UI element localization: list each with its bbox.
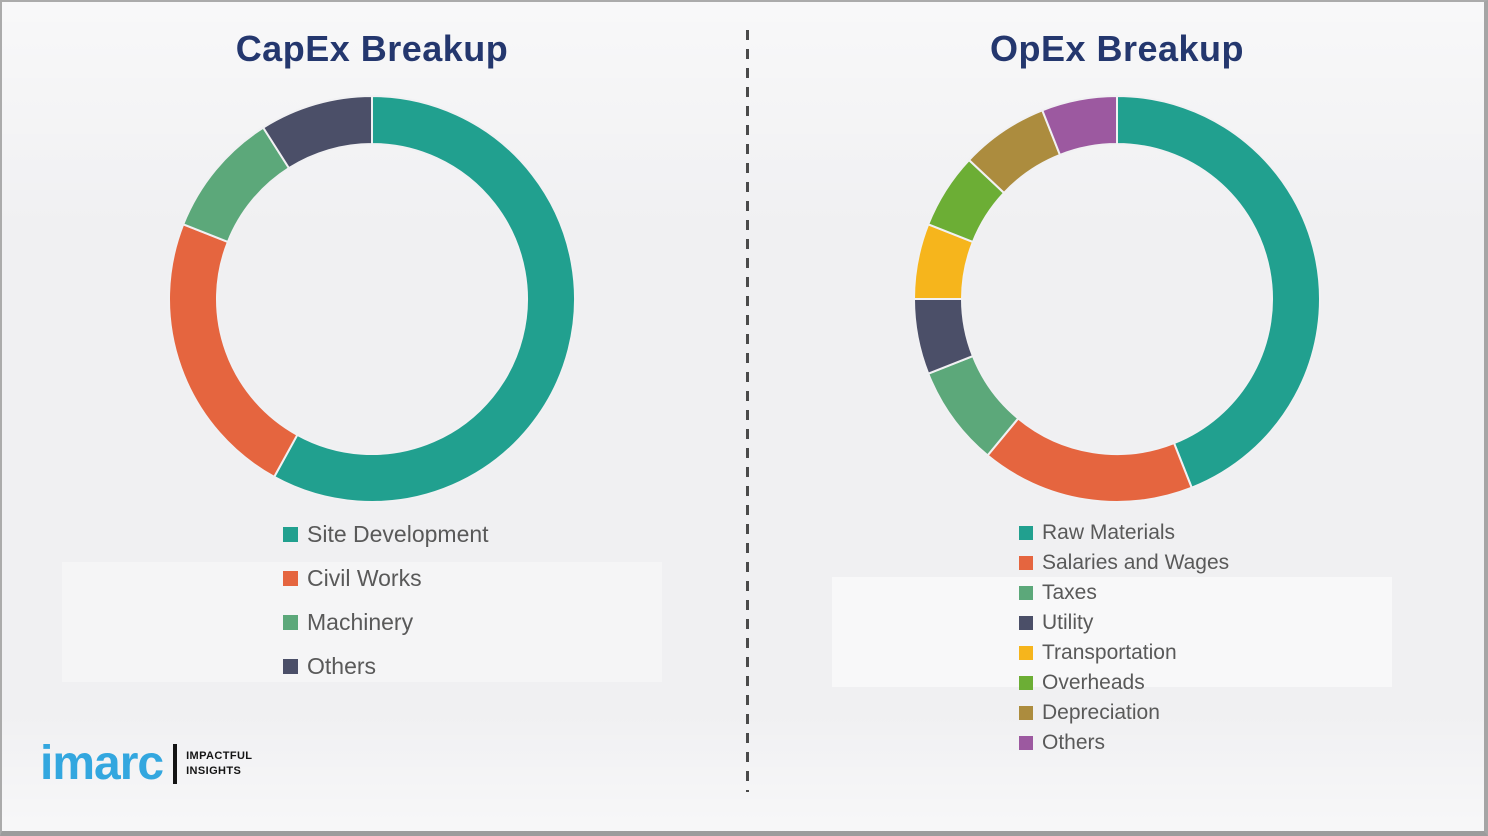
legend-label: Others	[307, 652, 377, 679]
legend-item-taxes: Taxes	[1019, 578, 1229, 608]
legend-item-salaries-and-wages: Salaries and Wages	[1019, 548, 1229, 578]
logo-tagline-line1: IMPACTFUL	[186, 750, 253, 763]
legend-swatch	[1019, 556, 1033, 570]
logo-tagline-line2: INSIGHTS	[186, 765, 242, 777]
legend-label: Transportation	[1042, 641, 1177, 664]
donut-segment-others	[1040, 94, 1118, 157]
capex-legend: Site Development Civil Works Machinery Othe…	[283, 512, 489, 688]
donut-segment-others	[261, 94, 373, 170]
legend-label: Machinery	[307, 608, 414, 635]
legend-item-others: Others	[1019, 728, 1229, 758]
legend-swatch	[1019, 736, 1033, 750]
legend-swatch	[1019, 526, 1033, 540]
legend-label: Site Development	[307, 520, 489, 547]
section-divider-dashed-line	[746, 30, 749, 792]
legend-label: Salaries and Wages	[1042, 551, 1230, 574]
donut-segment-salaries-and-wages	[986, 417, 1194, 503]
legend-swatch	[1019, 676, 1033, 690]
legend-swatch	[283, 570, 298, 586]
opex-title: OpEx Breakup	[989, 28, 1245, 69]
imarc-logo: imarc IMPACTFUL INSIGHTS	[40, 740, 252, 788]
legend-item-overheads: Overheads	[1019, 668, 1229, 698]
donut-segment-site-development	[272, 94, 576, 503]
legend-label: Depreciation	[1042, 701, 1160, 724]
legend-label: Overheads	[1042, 671, 1145, 694]
legend-item-utility: Utility	[1019, 608, 1229, 638]
legend-label: Others	[1042, 731, 1106, 754]
legend-swatch	[1019, 586, 1033, 600]
legend-item-others: Others	[283, 644, 489, 688]
legend-item-raw-materials: Raw Materials	[1019, 518, 1229, 548]
legend-item-transportation: Transportation	[1019, 638, 1229, 668]
legend-item-machinery: Machinery	[283, 600, 489, 644]
donut-segment-raw-materials	[1116, 94, 1321, 490]
legend-label: Civil Works	[307, 564, 422, 591]
legend-swatch	[1019, 646, 1033, 660]
capex-donut-chart	[165, 92, 579, 506]
logo-divider-bar	[173, 744, 178, 784]
opex-donut-chart	[910, 92, 1324, 506]
legend-swatch	[283, 526, 298, 542]
legend-label: Raw Materials	[1042, 521, 1176, 544]
legend-item-depreciation: Depreciation	[1019, 698, 1229, 728]
opex-legend: Raw Materials Salaries and Wages Taxes Util…	[1019, 518, 1229, 758]
legend-label: Taxes	[1042, 581, 1097, 604]
logo-tagline: IMPACTFUL INSIGHTS	[186, 749, 252, 779]
legend-item-site-development: Site Development	[283, 512, 489, 556]
legend-label: Utility	[1042, 611, 1094, 634]
legend-item-civil-works: Civil Works	[283, 556, 489, 600]
legend-swatch	[1019, 706, 1033, 720]
imarc-logo-text: imarc	[40, 737, 164, 790]
donut-segment-civil-works	[168, 222, 299, 479]
legend-swatch	[283, 614, 298, 630]
capex-title: CapEx Breakup	[235, 28, 509, 69]
legend-swatch	[1019, 616, 1033, 630]
legend-swatch	[283, 658, 298, 674]
